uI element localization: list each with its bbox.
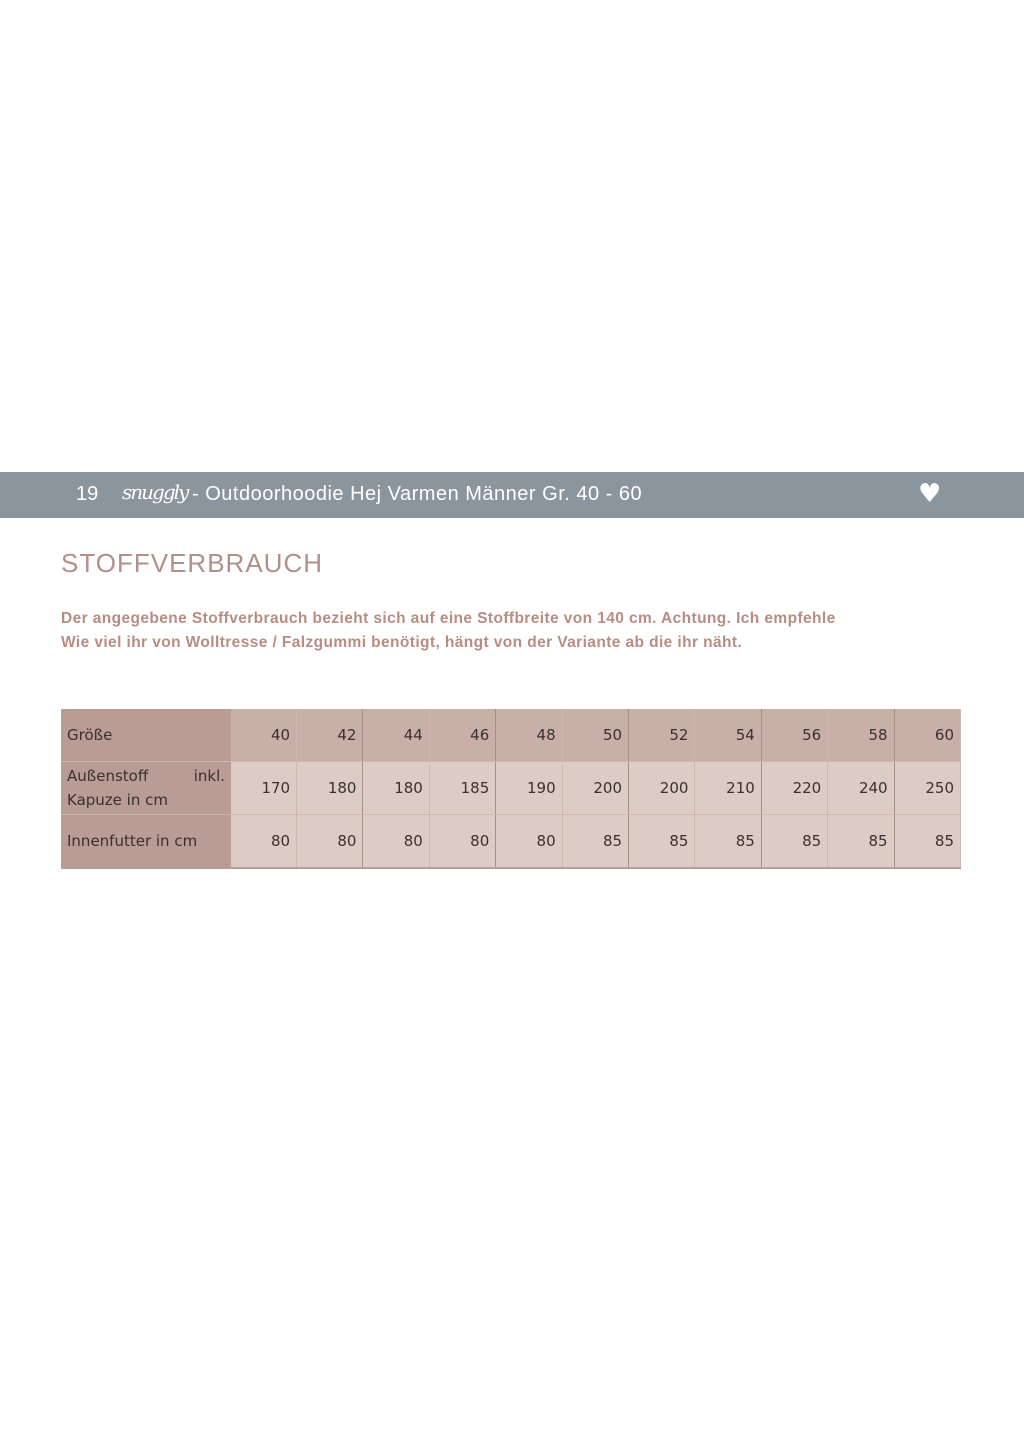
row-label: Innenfutter in cm xyxy=(61,814,231,869)
row-label: Außenstoff inkl. Kapuze in cm xyxy=(61,761,231,815)
table-cell: 80 xyxy=(231,814,298,869)
row-label-part: Außenstoff xyxy=(67,767,149,785)
table-cell: 85 xyxy=(628,814,696,869)
table-cell: 44 xyxy=(362,709,430,762)
table-cell: 58 xyxy=(827,709,895,762)
intro-line: Wie viel ihr von Wolltresse / Falzgummi … xyxy=(61,634,743,651)
table-cell: 240 xyxy=(827,761,895,815)
table-cell: 54 xyxy=(694,709,762,762)
table-cell: 180 xyxy=(362,761,430,815)
table-cell: 50 xyxy=(562,709,630,762)
table-cell: 85 xyxy=(562,814,630,869)
table-cell: 250 xyxy=(894,761,962,815)
table-cell: 85 xyxy=(894,814,962,869)
table-cell: 60 xyxy=(894,709,962,762)
table-cell: 170 xyxy=(231,761,298,815)
table-cell: 85 xyxy=(761,814,829,869)
table-header-row: Größe 40 42 44 46 48 50 52 54 56 58 60 xyxy=(61,709,962,762)
table-cell: 42 xyxy=(296,709,364,762)
table-cell: 80 xyxy=(362,814,430,869)
table-cell: 85 xyxy=(694,814,762,869)
intro-text: Der angegebene Stoffverbrauch bezieht si… xyxy=(61,607,971,655)
table-cell: 220 xyxy=(761,761,829,815)
heart-icon: ♥ xyxy=(918,479,942,509)
row-label-part: Kapuze in cm xyxy=(67,791,168,809)
table-cell: 200 xyxy=(628,761,696,815)
table-cell: 52 xyxy=(628,709,696,762)
table-cell: 48 xyxy=(495,709,563,762)
table-cell: 210 xyxy=(694,761,762,815)
fabric-consumption-table: Größe 40 42 44 46 48 50 52 54 56 58 60 Außenstoff i… xyxy=(61,709,962,869)
table-cell: 56 xyxy=(761,709,829,762)
table-cell: 40 xyxy=(231,709,298,762)
table-cell: 85 xyxy=(827,814,895,869)
table-cell: 185 xyxy=(429,761,497,815)
intro-line: Der angegebene Stoffverbrauch bezieht si… xyxy=(61,610,836,627)
table-row: Innenfutter in cm 80 80 80 80 80 85 85 85 85 85 85 xyxy=(61,814,962,869)
table-cell: 190 xyxy=(495,761,563,815)
page-number: 19 xyxy=(76,483,99,505)
size-label: Größe xyxy=(61,709,231,762)
table-cell: 46 xyxy=(429,709,497,762)
table-cell: 80 xyxy=(495,814,563,869)
brand-logo: snuggly xyxy=(122,480,189,504)
table-row: Außenstoff inkl. Kapuze in cm 170 180 180 18… xyxy=(61,761,962,815)
table-cell: 80 xyxy=(296,814,364,869)
row-label-part: inkl. xyxy=(193,767,225,785)
document-title: - Outdoorhoodie Hej Varmen Männer Gr. 40… xyxy=(192,483,643,505)
section-title: STOFFVERBRAUCH xyxy=(61,548,323,578)
table-cell: 80 xyxy=(429,814,497,869)
table-cell: 180 xyxy=(296,761,364,815)
page-header-bar: 19 snuggly - Outdoorhoodie Hej Varmen Mä… xyxy=(0,472,1024,518)
table-cell: 200 xyxy=(562,761,630,815)
